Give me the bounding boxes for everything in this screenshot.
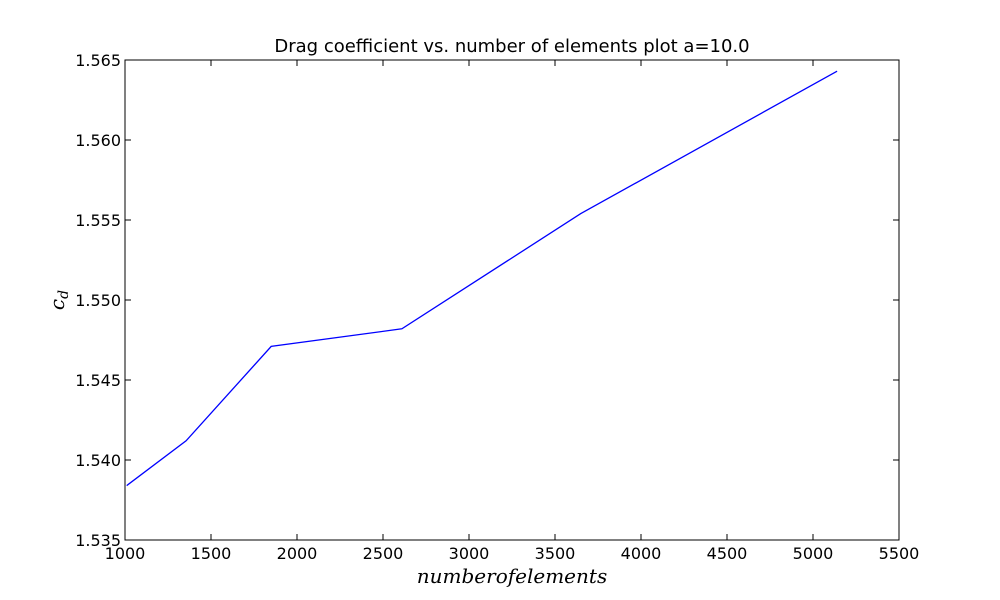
y-tick-label: 1.540 (75, 451, 121, 470)
x-tick-label: 5000 (793, 544, 834, 563)
y-tick-label: 1.555 (75, 211, 121, 230)
y-tick-label: 1.550 (75, 291, 121, 310)
x-tick-label: 2000 (277, 544, 318, 563)
x-tick-label: 3000 (449, 544, 490, 563)
series-layer (126, 70, 838, 487)
y-axis-label: cd (45, 290, 72, 310)
y-tick-label: 1.545 (75, 371, 121, 390)
x-tick-label: 4500 (707, 544, 748, 563)
y-tick-label: 1.560 (75, 131, 121, 150)
y-tick-label: 1.565 (75, 51, 121, 70)
plot-frame (124, 59, 900, 541)
chart-title: Drag coefficient vs. number of elements … (274, 36, 749, 57)
x-tick-label: 1000 (105, 544, 146, 563)
y-axis-label-main: c (45, 299, 69, 310)
y-axis-label-subscript: d (56, 290, 72, 299)
x-tick-label: 1500 (191, 544, 232, 563)
ticks-layer: 1000 1500 2000 2500 3000 3500 4000 4500 5000 5500… (75, 51, 919, 563)
x-axis-label: numberofelements (417, 564, 607, 588)
x-tick-label: 4000 (621, 544, 662, 563)
plot-area: 1000 1500 2000 2500 3000 3500 4000 4500 5000 5500… (75, 51, 919, 563)
series-line (126, 70, 838, 487)
x-tick-label: 2500 (363, 544, 404, 563)
x-tick-label: 3500 (535, 544, 576, 563)
x-tick-label: 5500 (879, 544, 920, 563)
y-tick-label: 1.535 (75, 531, 121, 550)
svg-text:cd: cd (45, 290, 72, 310)
